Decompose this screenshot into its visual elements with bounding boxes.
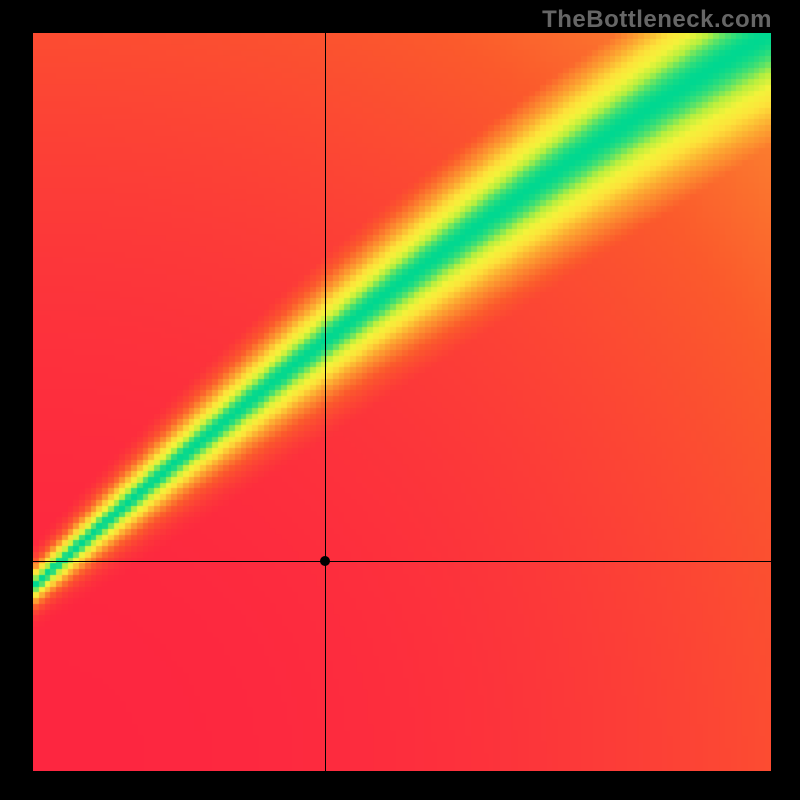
data-point-marker [320,556,330,566]
crosshair-horizontal [33,561,771,562]
heatmap-canvas [33,33,771,771]
watermark-text: TheBottleneck.com [542,6,772,34]
figure-container: TheBottleneck.com [0,0,800,800]
crosshair-vertical [325,33,326,771]
